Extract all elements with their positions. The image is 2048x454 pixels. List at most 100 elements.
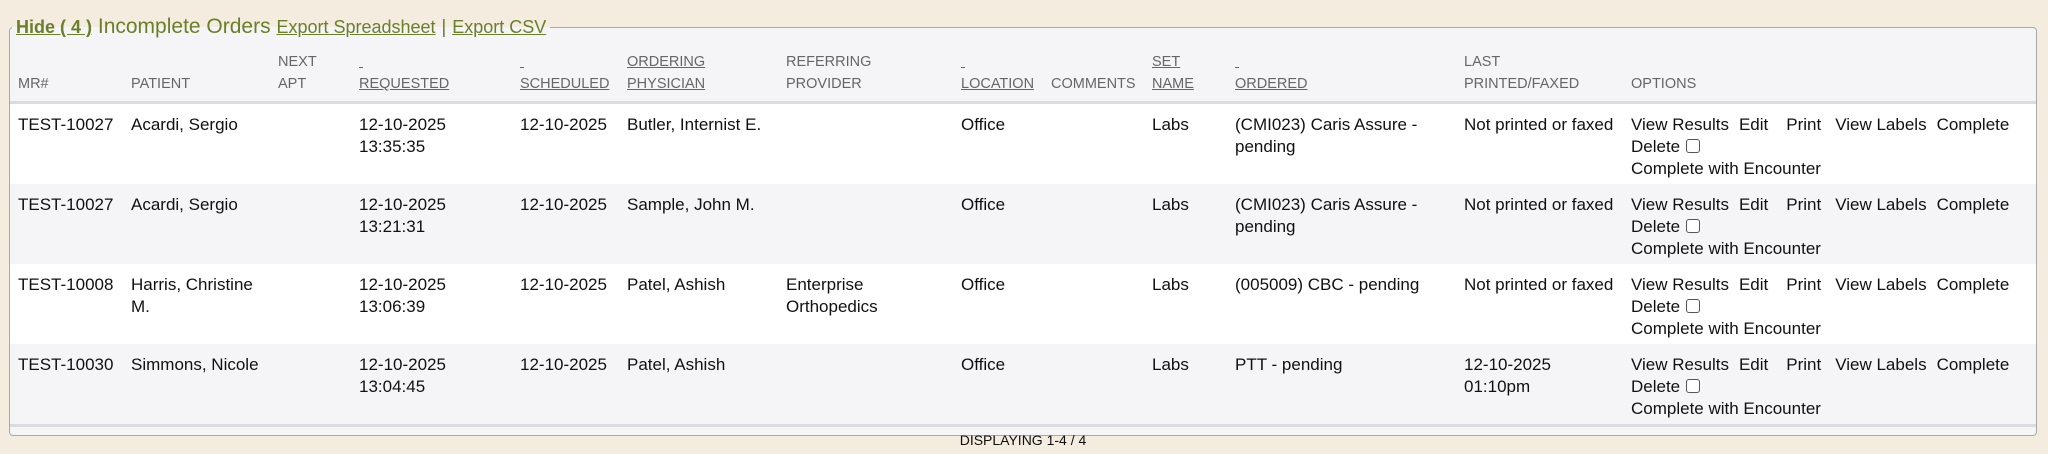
header-line2: PROVIDER: [786, 76, 862, 92]
edit-link[interactable]: Edit: [1738, 355, 1769, 374]
header-line2: NAME: [1152, 76, 1194, 92]
select-checkbox[interactable]: [1686, 218, 1701, 233]
header-line2: OPTIONS: [1631, 76, 1697, 92]
panel-title: Incomplete Orders: [97, 15, 271, 38]
cell-mr: TEST-10027: [10, 184, 123, 264]
header-line2: MR#: [18, 76, 49, 92]
requested-time: 13:06:39: [359, 297, 426, 316]
table-row: TEST-10008 Harris, Christine M. 12-10-2025…: [10, 264, 2036, 344]
cell-patient: Simmons, Nicole: [123, 344, 270, 424]
export-spreadsheet-link[interactable]: Export Spreadsheet: [276, 17, 436, 37]
header-line1: [520, 51, 611, 73]
table-row: TEST-10027 Acardi, Sergio 12-10-2025 13:35:…: [10, 102, 2036, 184]
cell-scheduled: 12-10-2025: [512, 184, 619, 264]
delete-link[interactable]: Delete: [1631, 217, 1681, 236]
column-header-set-name[interactable]: SET NAME: [1144, 51, 1227, 104]
cell-requested: 12-10-2025 13:04:45: [351, 344, 512, 424]
cell-mr: TEST-10030: [10, 344, 123, 424]
pagination-status: DISPLAYING 1-4 / 4: [10, 424, 2036, 454]
select-checkbox[interactable]: [1686, 138, 1701, 153]
complete-link[interactable]: Complete: [1936, 275, 2010, 294]
requested-time: 13:35:35: [359, 137, 426, 156]
complete-with-encounter-link[interactable]: Complete with Encounter: [1631, 399, 1821, 418]
panel-legend: Hide ( 4 ) Incomplete Orders Export Spre…: [12, 16, 550, 39]
cell-ordering-physician: Patel, Ashish: [619, 344, 778, 424]
cell-patient: Acardi, Sergio: [123, 102, 270, 184]
print-link[interactable]: Print: [1786, 275, 1822, 294]
complete-link[interactable]: Complete: [1936, 115, 2010, 134]
cell-last-printed-faxed: Not printed or faxed: [1456, 102, 1623, 184]
print-link[interactable]: Print: [1786, 195, 1822, 214]
column-header-ordered[interactable]: ORDERED: [1227, 51, 1456, 104]
hide-toggle-link[interactable]: Hide ( 4 ): [16, 17, 93, 37]
header-line2: PHYSICIAN: [627, 76, 706, 92]
cell-ordered: (CMI023) Caris Assure - pending: [1227, 102, 1456, 184]
edit-link[interactable]: Edit: [1738, 195, 1769, 214]
view-labels-link[interactable]: View Labels: [1835, 195, 1927, 214]
delete-link[interactable]: Delete: [1631, 297, 1681, 316]
view-results-link[interactable]: View Results: [1631, 355, 1729, 374]
print-link[interactable]: Print: [1786, 355, 1822, 374]
view-labels-link[interactable]: View Labels: [1835, 355, 1927, 374]
view-results-link[interactable]: View Results: [1631, 275, 1729, 294]
complete-link[interactable]: Complete: [1936, 355, 2010, 374]
cell-scheduled: 12-10-2025: [512, 264, 619, 344]
header-line1: [1051, 51, 1136, 73]
cell-location: Office: [953, 264, 1043, 344]
cell-options: View Results Edit Print View Labels Complete…: [1623, 264, 2036, 344]
table-row: TEST-10027 Acardi, Sergio 12-10-2025 13:21:…: [10, 184, 2036, 264]
delete-link[interactable]: Delete: [1631, 137, 1681, 156]
view-results-link[interactable]: View Results: [1631, 195, 1729, 214]
delete-link[interactable]: Delete: [1631, 377, 1681, 396]
view-results-link[interactable]: View Results: [1631, 115, 1729, 134]
complete-link[interactable]: Complete: [1936, 195, 2010, 214]
cell-requested: 12-10-2025 13:21:31: [351, 184, 512, 264]
header-line2: PRINTED/FAXED: [1464, 76, 1580, 92]
view-labels-link[interactable]: View Labels: [1835, 115, 1927, 134]
select-checkbox[interactable]: [1686, 298, 1701, 313]
column-header-requested[interactable]: REQUESTED: [351, 51, 512, 104]
column-header-patient: PATIENT: [123, 51, 270, 104]
cell-ordering-physician: Sample, John M.: [619, 184, 778, 264]
cell-last-printed-faxed: 12-10-2025 01:10pm: [1456, 344, 1623, 424]
header-line2: REQUESTED: [359, 76, 450, 92]
requested-date: 12-10-2025: [359, 115, 446, 134]
header-line1: NEXT: [278, 54, 317, 70]
separator: |: [441, 17, 447, 38]
cell-set-name: Labs: [1144, 184, 1227, 264]
header-line1: ORDERING: [627, 54, 706, 70]
cell-comments: [1043, 102, 1144, 184]
edit-link[interactable]: Edit: [1738, 275, 1769, 294]
cell-next-apt: [270, 184, 351, 264]
header-line2: LOCATION: [961, 76, 1035, 92]
select-checkbox[interactable]: [1686, 378, 1701, 393]
header-line2: SCHEDULED: [520, 76, 610, 92]
table-row: TEST-10030 Simmons, Nicole 12-10-2025 13:04…: [10, 344, 2036, 424]
column-header-location[interactable]: LOCATION: [953, 51, 1043, 104]
header-line1: [359, 51, 504, 73]
header-line2: ORDERED: [1235, 76, 1308, 92]
cell-comments: [1043, 184, 1144, 264]
header-line1: [131, 51, 262, 73]
incomplete-orders-panel: Hide ( 4 ) Incomplete Orders Export Spre…: [9, 16, 2037, 448]
requested-date: 12-10-2025: [359, 195, 446, 214]
cell-mr: TEST-10027: [10, 102, 123, 184]
complete-with-encounter-link[interactable]: Complete with Encounter: [1631, 239, 1821, 258]
cell-scheduled: 12-10-2025: [512, 102, 619, 184]
complete-with-encounter-link[interactable]: Complete with Encounter: [1631, 159, 1821, 178]
header-line2: COMMENTS: [1051, 76, 1136, 92]
cell-ordering-physician: Butler, Internist E.: [619, 102, 778, 184]
cell-scheduled: 12-10-2025: [512, 344, 619, 424]
requested-time: 13:04:45: [359, 377, 426, 396]
cell-set-name: Labs: [1144, 264, 1227, 344]
column-header-scheduled[interactable]: SCHEDULED: [512, 51, 619, 104]
cell-mr: TEST-10008: [10, 264, 123, 344]
print-link[interactable]: Print: [1786, 115, 1822, 134]
cell-ordered: (CMI023) Caris Assure - pending: [1227, 184, 1456, 264]
cell-ordered: PTT - pending: [1227, 344, 1456, 424]
edit-link[interactable]: Edit: [1738, 115, 1769, 134]
complete-with-encounter-link[interactable]: Complete with Encounter: [1631, 319, 1821, 338]
column-header-ordering-physician[interactable]: ORDERING PHYSICIAN: [619, 51, 778, 104]
export-csv-link[interactable]: Export CSV: [452, 17, 547, 37]
view-labels-link[interactable]: View Labels: [1835, 275, 1927, 294]
